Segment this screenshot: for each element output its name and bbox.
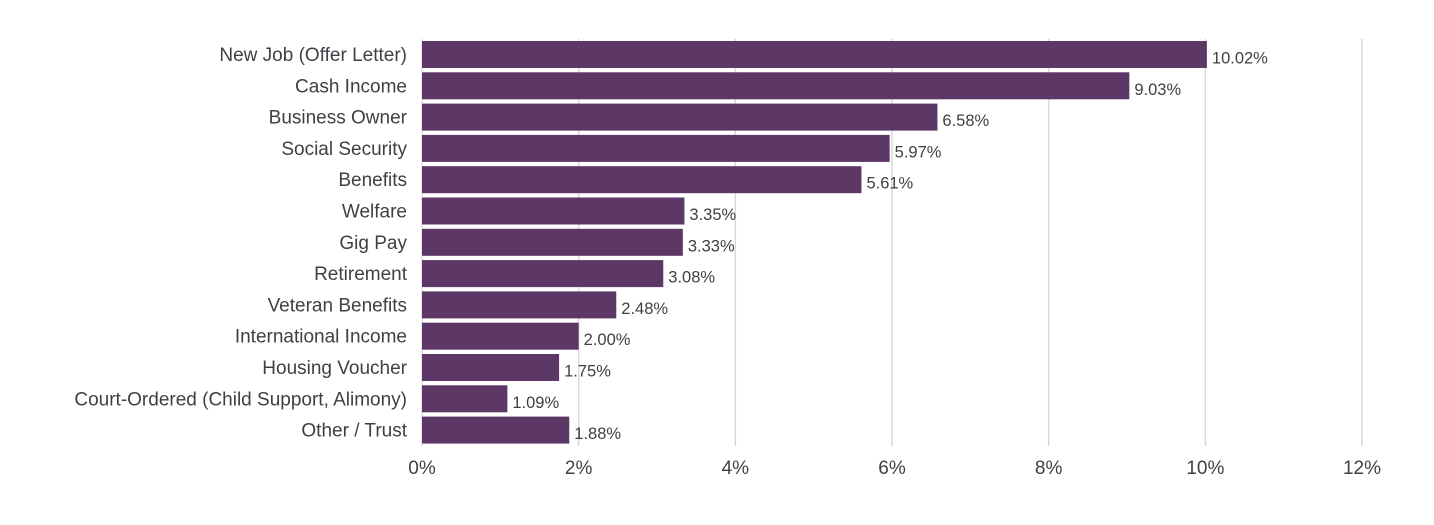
value-label-9: 2.00%	[584, 331, 631, 349]
bar-9	[422, 322, 579, 350]
bar-3	[422, 134, 890, 162]
bar-10	[422, 354, 560, 381]
x-tick-label-5: 10%	[1186, 458, 1224, 479]
bar-5	[422, 197, 685, 225]
x-tick-label-0: 0%	[408, 458, 436, 479]
value-label-1: 9.03%	[1134, 81, 1181, 99]
value-label-3: 5.97%	[895, 143, 942, 161]
category-label-3: Social Security	[281, 139, 407, 160]
value-label-8: 2.48%	[621, 300, 668, 318]
value-label-2: 6.58%	[942, 112, 989, 130]
bar-1	[422, 72, 1130, 100]
category-label-4: Benefits	[338, 170, 407, 191]
bar-12	[422, 416, 570, 444]
value-label-11: 1.09%	[512, 394, 559, 412]
value-label-7: 3.08%	[668, 269, 715, 287]
category-label-9: International Income	[235, 327, 407, 348]
x-tick-label-3: 6%	[878, 458, 906, 479]
bar-7	[422, 260, 664, 288]
value-label-0: 10.02%	[1212, 50, 1268, 68]
value-label-12: 1.88%	[574, 425, 621, 443]
category-label-1: Cash Income	[295, 76, 407, 97]
value-label-10: 1.75%	[564, 363, 611, 381]
x-tick-label-1: 2%	[565, 458, 593, 479]
bar-8	[422, 291, 617, 319]
category-label-6: Gig Pay	[339, 233, 407, 254]
category-label-5: Welfare	[342, 202, 407, 223]
x-tick-label-2: 4%	[722, 458, 750, 479]
value-label-6: 3.33%	[688, 237, 735, 255]
bar-2	[422, 103, 938, 131]
bar-6	[422, 228, 683, 256]
value-label-4: 5.61%	[866, 175, 913, 193]
bar-4	[422, 166, 862, 194]
category-label-12: Other / Trust	[301, 421, 407, 442]
x-tick-label-6: 12%	[1343, 458, 1381, 479]
category-label-10: Housing Voucher	[262, 358, 407, 379]
category-label-7: Retirement	[314, 264, 408, 285]
category-label-8: Veteran Benefits	[268, 295, 407, 316]
category-label-2: Business Owner	[269, 108, 408, 129]
value-label-5: 3.35%	[689, 206, 736, 224]
bar-0	[422, 41, 1207, 68]
category-label-11: Court-Ordered (Child Support, Alimony)	[74, 389, 407, 410]
category-label-0: New Job (Offer Letter)	[219, 45, 407, 66]
x-tick-label-4: 8%	[1035, 458, 1063, 479]
bar-11	[422, 385, 508, 413]
